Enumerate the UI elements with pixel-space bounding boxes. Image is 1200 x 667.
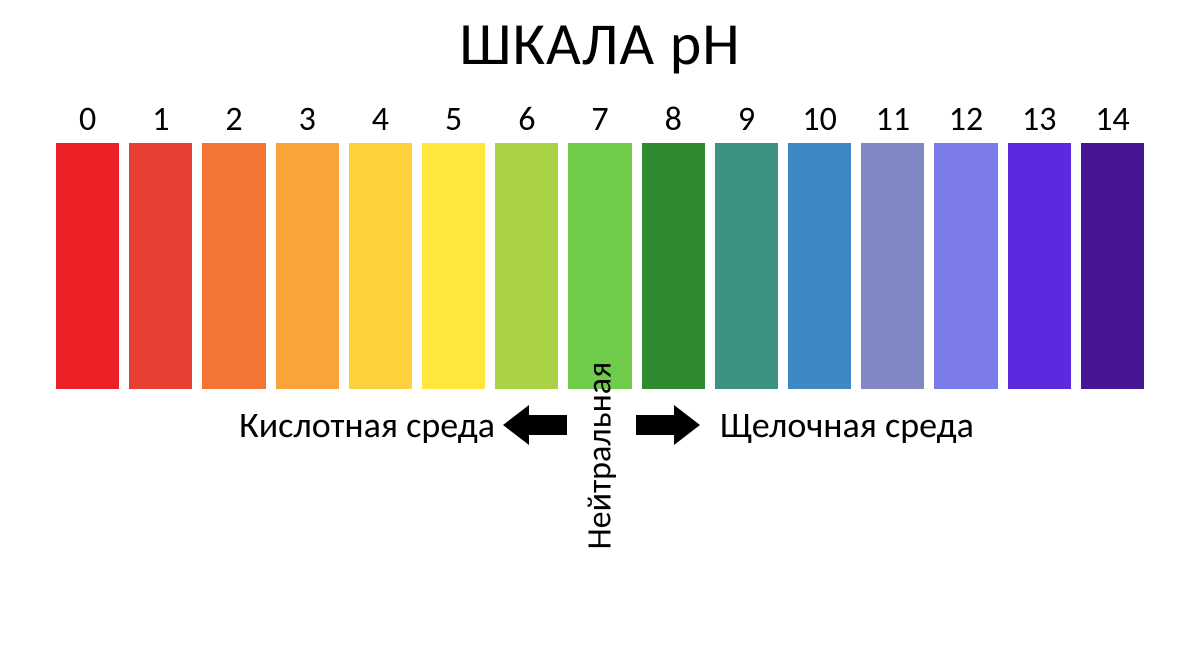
ph-bar (1008, 143, 1071, 389)
ph-column-7: 7 (568, 99, 631, 389)
region-labels-container: Кислотная среда Нейтральная Щелочная сре… (0, 389, 1200, 629)
ph-column-0: 0 (56, 99, 119, 389)
ph-bar (642, 143, 705, 389)
ph-number: 7 (591, 99, 608, 141)
ph-column-9: 9 (715, 99, 778, 389)
ph-number: 4 (372, 99, 389, 141)
ph-column-11: 11 (861, 99, 924, 389)
ph-bar (1081, 143, 1144, 389)
ph-bar (715, 143, 778, 389)
ph-number: 10 (802, 99, 836, 141)
ph-number: 13 (1022, 99, 1056, 141)
ph-bar (861, 143, 924, 389)
ph-number: 5 (445, 99, 462, 141)
ph-column-5: 5 (422, 99, 485, 389)
ph-column-6: 6 (495, 99, 558, 389)
neutral-region-label: Нейтральная (580, 510, 621, 550)
ph-number: 3 (299, 99, 316, 141)
ph-column-3: 3 (276, 99, 339, 389)
ph-bar (276, 143, 339, 389)
ph-bar (934, 143, 997, 389)
alkaline-region-label: Щелочная среда (720, 403, 1120, 447)
ph-scale: 01234567891011121314 (56, 99, 1144, 389)
ph-column-2: 2 (202, 99, 265, 389)
ph-column-12: 12 (934, 99, 997, 389)
ph-bar (568, 143, 631, 389)
ph-bar (56, 143, 119, 389)
ph-column-14: 14 (1081, 99, 1144, 389)
ph-column-10: 10 (788, 99, 851, 389)
ph-bar (349, 143, 412, 389)
ph-number: 11 (876, 99, 910, 141)
arrow-right-icon (636, 405, 700, 445)
acidic-region-label: Кислотная среда (110, 403, 495, 447)
ph-number: 0 (79, 99, 96, 141)
ph-number: 1 (152, 99, 169, 141)
arrow-left-icon (503, 405, 567, 445)
ph-number: 2 (225, 99, 242, 141)
ph-bar (129, 143, 192, 389)
ph-column-4: 4 (349, 99, 412, 389)
ph-bar (495, 143, 558, 389)
ph-number: 6 (518, 99, 535, 141)
ph-number: 12 (949, 99, 983, 141)
ph-column-1: 1 (129, 99, 192, 389)
ph-bar (202, 143, 265, 389)
ph-column-13: 13 (1008, 99, 1071, 389)
chart-title: ШКАЛА pH (0, 8, 1200, 81)
ph-number: 8 (665, 99, 682, 141)
ph-bar (422, 143, 485, 389)
ph-number: 14 (1095, 99, 1129, 141)
ph-number: 9 (738, 99, 755, 141)
ph-column-8: 8 (642, 99, 705, 389)
ph-bar (788, 143, 851, 389)
